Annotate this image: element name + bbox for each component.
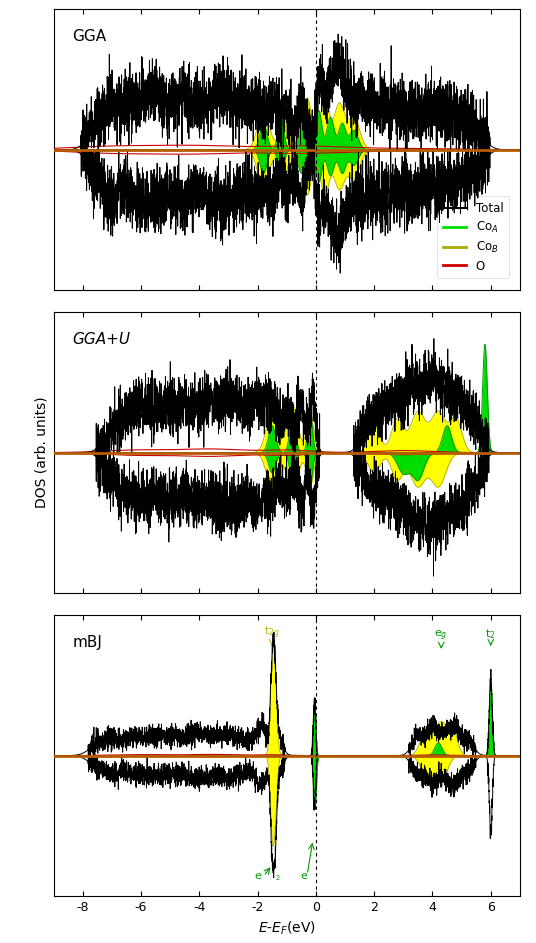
Text: t$_{2g}$: t$_{2g}$: [264, 624, 280, 640]
Text: GGA+U: GGA+U: [72, 332, 130, 347]
X-axis label: $E$-$E_F$(eV): $E$-$E_F$(eV): [258, 919, 316, 936]
Text: mBJ: mBJ: [72, 635, 102, 650]
Text: e$_g$: e$_g$: [435, 629, 448, 643]
Text: e: e: [301, 871, 308, 881]
Legend: Total, Co$_A$, Co$_B$, O: Total, Co$_A$, Co$_B$, O: [437, 196, 509, 278]
Text: t$_2$: t$_2$: [486, 627, 496, 640]
Y-axis label: DOS (arb. units): DOS (arb. units): [34, 397, 48, 508]
Text: $_2$: $_2$: [275, 873, 281, 883]
Text: e: e: [254, 871, 261, 881]
Text: GGA: GGA: [72, 29, 106, 44]
